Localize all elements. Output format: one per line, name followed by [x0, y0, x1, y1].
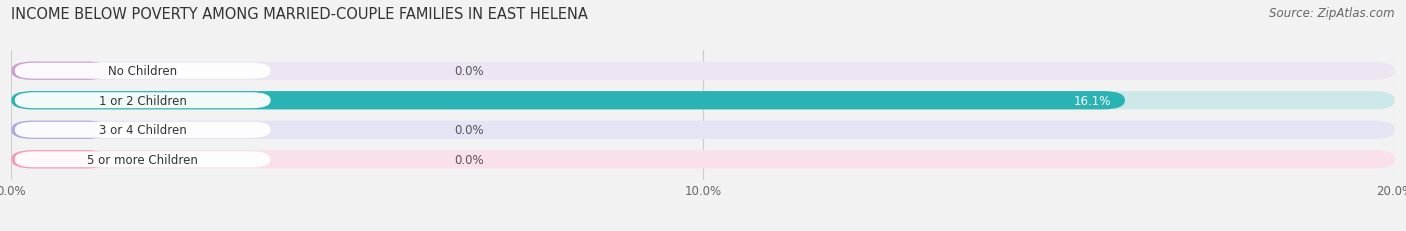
Text: 1 or 2 Children: 1 or 2 Children	[98, 94, 187, 107]
Text: 3 or 4 Children: 3 or 4 Children	[98, 124, 187, 137]
FancyBboxPatch shape	[11, 92, 1395, 110]
FancyBboxPatch shape	[11, 121, 108, 139]
FancyBboxPatch shape	[14, 152, 271, 167]
Text: No Children: No Children	[108, 65, 177, 78]
Text: 0.0%: 0.0%	[454, 65, 484, 78]
FancyBboxPatch shape	[11, 62, 108, 81]
Text: 0.0%: 0.0%	[454, 124, 484, 137]
Text: INCOME BELOW POVERTY AMONG MARRIED-COUPLE FAMILIES IN EAST HELENA: INCOME BELOW POVERTY AMONG MARRIED-COUPL…	[11, 7, 588, 22]
FancyBboxPatch shape	[14, 93, 271, 109]
Text: 16.1%: 16.1%	[1074, 94, 1111, 107]
FancyBboxPatch shape	[11, 62, 1395, 81]
Text: 0.0%: 0.0%	[454, 153, 484, 166]
FancyBboxPatch shape	[11, 150, 1395, 169]
FancyBboxPatch shape	[11, 121, 1395, 139]
FancyBboxPatch shape	[11, 92, 1125, 110]
FancyBboxPatch shape	[14, 64, 271, 79]
Text: Source: ZipAtlas.com: Source: ZipAtlas.com	[1270, 7, 1395, 20]
FancyBboxPatch shape	[14, 122, 271, 138]
FancyBboxPatch shape	[11, 150, 108, 169]
Text: 5 or more Children: 5 or more Children	[87, 153, 198, 166]
